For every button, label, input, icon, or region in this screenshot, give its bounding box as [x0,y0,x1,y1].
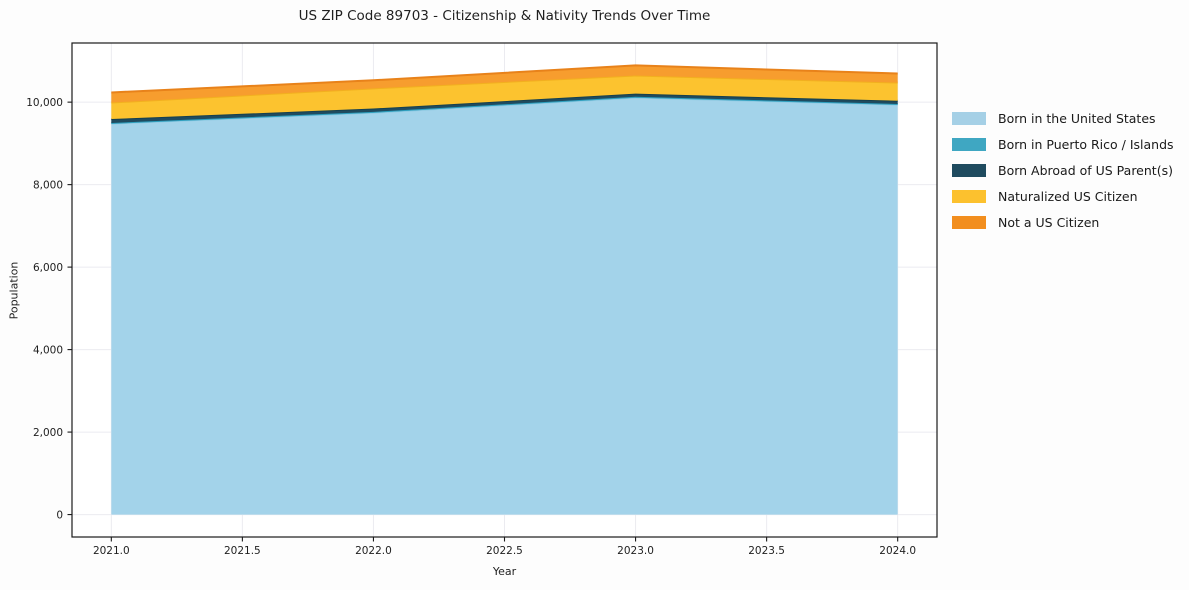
legend-label: Naturalized US Citizen [998,188,1138,204]
x-tick-label: 2023.0 [617,545,654,557]
area-naturalized-us-citizen [111,75,898,120]
x-tick-label: 2022.5 [486,545,523,557]
legend-swatch [952,189,986,203]
y-axis-label: Population [7,261,21,320]
x-tick-label: 2021.5 [224,545,261,557]
y-tick-label: 10,000 [26,97,63,109]
legend-label: Not a US Citizen [998,214,1100,230]
y-tick-label: 0 [56,509,63,521]
area-edge-not-a-us-citizen [111,64,898,94]
y-tick-label: 8,000 [33,179,63,191]
legend-item: Born Abroad of US Parent(s) [952,157,1174,183]
x-tick-label: 2023.5 [748,545,785,557]
area-not-a-us-citizen [111,65,898,103]
legend-item: Born in the United States [952,105,1174,131]
legend-item: Naturalized US Citizen [952,183,1174,209]
y-tick-label: 2,000 [33,427,63,439]
legend-swatch [952,163,986,177]
legend: Born in the United States Born in Puerto … [952,105,1174,235]
y-tick-label: 6,000 [33,262,63,274]
legend-swatch [952,215,986,229]
legend-label: Born Abroad of US Parent(s) [998,162,1173,178]
x-axis-label: Year [492,565,517,578]
chart-title: US ZIP Code 89703 - Citizenship & Nativi… [298,8,711,24]
legend-swatch [952,111,986,125]
legend-label: Born in Puerto Rico / Islands [998,136,1174,152]
y-tick-label: 4,000 [33,344,63,356]
legend-label: Born in the United States [998,110,1156,126]
x-tick-label: 2024.0 [879,545,916,557]
legend-item: Not a US Citizen [952,209,1174,235]
area-born-in-the-united-states [111,97,898,515]
x-tick-label: 2022.0 [355,545,392,557]
legend-item: Born in Puerto Rico / Islands [952,131,1174,157]
x-tick-label: 2021.0 [93,545,130,557]
legend-swatch [952,137,986,151]
